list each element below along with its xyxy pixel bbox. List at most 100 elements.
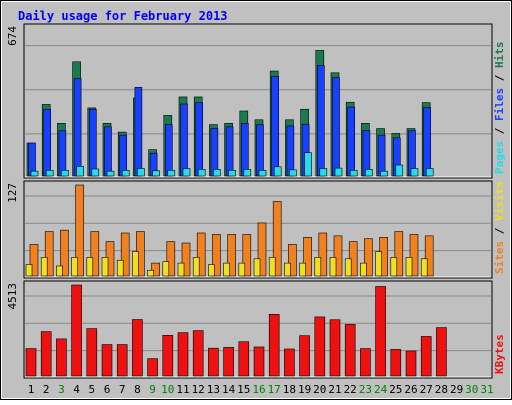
bar-sites — [257, 222, 267, 277]
day-label: 24 — [374, 383, 388, 396]
bar-pages — [273, 166, 282, 177]
bar-kbytes — [192, 330, 204, 377]
panel-sites-visits: 127 Sites / Visits — [6, 180, 506, 279]
bar-visits — [405, 257, 413, 277]
legend-item: Pages — [493, 141, 506, 174]
bar-sites — [242, 234, 252, 277]
bar-pages — [289, 169, 297, 177]
bar-pages — [30, 170, 39, 177]
legend-item: Files — [493, 88, 506, 121]
bar-sites — [212, 234, 221, 277]
bar-kbytes — [147, 358, 158, 377]
chart-border-inner — [1, 1, 511, 399]
bar-kbytes — [253, 346, 265, 377]
bar-sites — [151, 262, 160, 277]
legend-item: Visits — [493, 181, 506, 221]
bar-visits — [299, 262, 306, 277]
day-label: 6 — [104, 383, 111, 396]
bar-pages — [380, 170, 388, 177]
day-label: 28 — [435, 383, 448, 396]
bar-pages — [395, 164, 404, 177]
bar-pages — [425, 168, 434, 177]
bar-pages — [45, 169, 54, 177]
bar-files — [195, 102, 203, 177]
legend-item: Hits — [493, 42, 506, 69]
bar-pages — [167, 169, 176, 177]
bar-sites — [272, 201, 282, 277]
day-label: 5 — [88, 383, 95, 396]
bar-visits — [177, 262, 185, 277]
bar-pages — [152, 170, 160, 177]
legend-item: / — [493, 68, 506, 88]
bar-pages — [121, 169, 130, 177]
bar-pages — [304, 152, 312, 177]
legend-item: KBytes — [493, 334, 506, 374]
bar-visits — [238, 262, 246, 277]
bar-sites — [288, 244, 297, 277]
day-label: 17 — [268, 383, 281, 396]
bar-pages — [91, 168, 100, 177]
bar-files — [377, 134, 386, 177]
bar-kbytes — [375, 286, 386, 377]
bar-kbytes — [405, 350, 417, 377]
day-label: 14 — [222, 383, 236, 396]
day-label: 16 — [252, 383, 265, 396]
bar-kbytes — [314, 316, 326, 377]
day-label: 21 — [328, 383, 341, 396]
bar-files — [225, 126, 234, 177]
day-label: 23 — [359, 383, 372, 396]
day-label: 8 — [134, 383, 141, 396]
bar-sites — [90, 231, 100, 277]
bar-pages — [106, 170, 115, 177]
legend-item: Sites — [493, 241, 506, 274]
bar-files — [271, 76, 280, 177]
bar-sites — [333, 235, 343, 277]
day-label: 31 — [480, 383, 493, 396]
bar-sites — [303, 237, 312, 277]
bar-pages — [213, 169, 221, 177]
bar-visits — [284, 262, 291, 277]
bar-files — [134, 86, 143, 177]
day-label: 19 — [298, 383, 311, 396]
bar-kbytes — [268, 313, 280, 377]
bar-visits — [86, 257, 94, 277]
bar-kbytes — [132, 319, 143, 377]
bar-visits — [192, 257, 200, 277]
bar-sites — [181, 242, 191, 277]
bar-sites — [120, 232, 130, 277]
bar-visits — [40, 257, 48, 277]
bar-sites — [44, 231, 54, 277]
bar-visits — [314, 257, 322, 277]
day-label: 2 — [43, 383, 50, 396]
day-label: 30 — [465, 383, 478, 396]
bar-kbytes — [116, 344, 128, 377]
bar-files — [89, 108, 97, 177]
bar-files — [286, 125, 295, 177]
bar-pages — [334, 167, 343, 177]
bar-files — [256, 124, 264, 177]
panel-kbytes: 4513 KBytes — [6, 280, 506, 379]
bar-pages — [349, 169, 358, 177]
bar-files — [104, 126, 112, 177]
bar-files — [43, 108, 52, 177]
bar-files — [241, 122, 249, 177]
y-max-label: 674 — [6, 26, 19, 46]
legend: Sites / Visits — [493, 181, 506, 274]
bar-files — [332, 77, 340, 177]
bar-files — [423, 107, 432, 177]
bar-sites — [166, 241, 176, 277]
bar-sites — [227, 234, 236, 277]
bar-files — [73, 78, 82, 177]
day-axis-labels: 1 2 3 4 5 6 7 8 9 10 11 12 13 14 15 16 17 18 19 20 21 22 23 24 2… — [28, 383, 494, 396]
bar-sites — [364, 238, 373, 277]
bar-pages — [258, 169, 267, 177]
day-label: 29 — [450, 383, 463, 396]
bar-kbytes — [299, 335, 310, 377]
bar-files — [58, 130, 67, 177]
bar-pages — [243, 169, 252, 177]
legend-item: / — [493, 121, 506, 141]
day-label: 11 — [176, 383, 189, 396]
bar-files — [180, 103, 188, 177]
day-label: 3 — [58, 383, 65, 396]
